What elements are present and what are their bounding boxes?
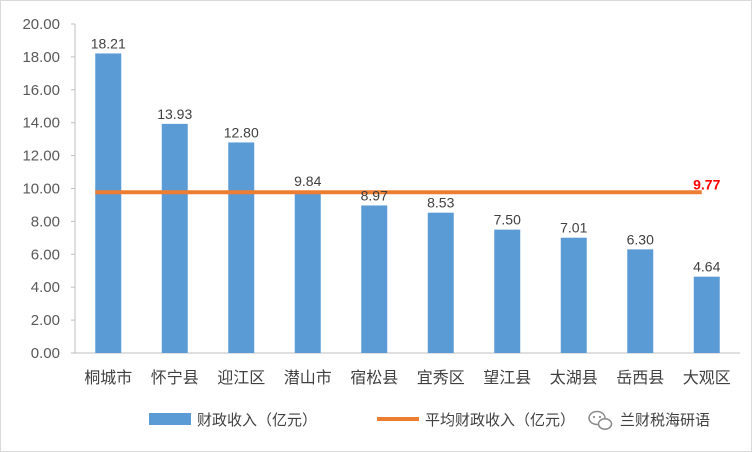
legend: 财政收入（亿元） 平均财政收入（亿元）: [149, 411, 575, 429]
x-category-label: 怀宁县: [151, 368, 199, 387]
bar-value-label: 12.80: [224, 124, 259, 140]
legend-bar-swatch: [149, 413, 191, 425]
y-tick-label: 6.00: [31, 246, 60, 263]
bar: [361, 205, 388, 353]
x-category-label: 宿松县: [350, 368, 398, 387]
legend-bar-label: 财政收入（亿元）: [197, 411, 317, 429]
bar-value-label: 6.30: [627, 231, 654, 247]
y-tick-label: 0.00: [31, 345, 60, 362]
bar-value-label: 13.93: [157, 106, 192, 122]
bar: [294, 191, 321, 353]
x-axis-categories: 桐城市 怀宁县 迎江区 潜山市 宿松县 宜秀区 望江县 太湖县 岳西县 大观区: [84, 368, 731, 387]
bar-value-label: 8.53: [427, 195, 454, 211]
x-category-label: 太湖县: [550, 368, 598, 387]
y-tick-label: 18.00: [22, 49, 60, 66]
y-tick-label: 16.00: [22, 82, 60, 99]
bar-value-label: 9.84: [294, 173, 321, 189]
bar-value-labels: 18.21 13.93 12.80 9.84 8.97 8.53 7.50 7.01 6.30 4…: [91, 35, 721, 274]
bar: [427, 212, 454, 353]
y-axis-ticks: 0.00 2.00 4.00 6.00 8.00 10.00 12.00 14.00 16.00…: [22, 16, 75, 362]
x-category-label: 迎江区: [217, 368, 265, 387]
bar-series: [95, 53, 720, 354]
bar-value-label: 4.64: [693, 259, 720, 275]
bar: [161, 123, 188, 353]
bar-value-label: 7.50: [494, 212, 521, 228]
bar: [95, 53, 122, 354]
y-tick-label: 8.00: [31, 213, 60, 230]
bar-value-label: 8.97: [361, 187, 388, 203]
watermark: 兰财税海研语: [582, 408, 732, 434]
bar: [228, 142, 255, 353]
x-category-label: 桐城市: [84, 368, 132, 387]
bar: [560, 237, 587, 353]
legend-line-label: 平均财政收入（亿元）: [425, 411, 575, 429]
bar-value-label: 7.01: [560, 220, 587, 236]
x-category-label: 大观区: [683, 368, 731, 387]
y-tick-label: 20.00: [22, 16, 60, 33]
x-category-label: 潜山市: [284, 368, 332, 387]
y-tick-label: 12.00: [22, 148, 60, 165]
bar: [627, 249, 654, 353]
bar: [494, 229, 521, 353]
average-value-label: 9.77: [693, 176, 720, 192]
y-tick-label: 4.00: [31, 279, 60, 296]
y-tick-label: 14.00: [22, 115, 60, 132]
bar: [693, 276, 720, 353]
bar-value-label: 18.21: [91, 35, 126, 51]
x-category-label: 望江县: [483, 368, 531, 387]
y-tick-label: 10.00: [22, 181, 60, 198]
x-category-label: 宜秀区: [417, 368, 465, 387]
wechat-icon: [588, 410, 613, 430]
y-tick-label: 2.00: [31, 312, 60, 329]
x-category-label: 岳西县: [616, 368, 664, 387]
watermark-text: 兰财税海研语: [620, 411, 710, 429]
